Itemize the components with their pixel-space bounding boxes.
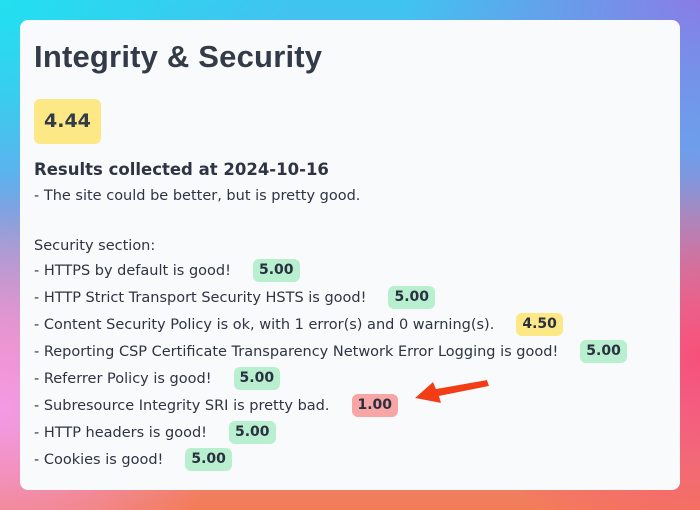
results-heading: Results collected at 2024-10-16 xyxy=(34,160,329,179)
result-item-hsts: - HTTP Strict Transport Security HSTS is… xyxy=(34,285,666,312)
card-title: Integrity & Security xyxy=(34,39,323,74)
score-badge: 5.00 xyxy=(228,420,276,444)
result-item-referrer: - Referrer Policy is good! 5.00 xyxy=(34,366,666,393)
result-item-text: - Cookies is good! xyxy=(34,452,164,468)
score-badge: 4.50 xyxy=(516,312,563,336)
result-item-text: - Referrer Policy is good! xyxy=(34,371,212,387)
score-badge: 5.00 xyxy=(233,366,281,390)
score-badge: 5.00 xyxy=(252,258,300,282)
result-item-cookies: - Cookies is good! 5.00 xyxy=(34,447,666,474)
result-item-https: - HTTPS by default is good! 5.00 xyxy=(34,258,666,285)
integrity-security-card: Integrity & Security 4.44 Results collec… xyxy=(20,20,680,490)
result-item-http-headers: - HTTP headers is good! 5.00 xyxy=(34,420,666,447)
result-item-reporting: - Reporting CSP Certificate Transparency… xyxy=(34,339,666,366)
result-item-sri: - Subresource Integrity SRI is pretty ba… xyxy=(34,393,666,420)
result-item-text: - HTTPS by default is good! xyxy=(34,263,231,279)
score-badge: 5.00 xyxy=(388,285,435,309)
score-badge: 1.00 xyxy=(351,393,399,417)
summary-text: - The site could be better, but is prett… xyxy=(34,188,361,204)
result-item-text: - Subresource Integrity SRI is pretty ba… xyxy=(34,398,330,414)
result-item-text: - HTTP headers is good! xyxy=(34,425,207,441)
result-item-text: - HTTP Strict Transport Security HSTS is… xyxy=(34,290,367,306)
spacer xyxy=(34,210,666,234)
section-label: Security section: xyxy=(34,238,156,254)
score-badge: 5.00 xyxy=(185,447,232,471)
result-item-text: - Content Security Policy is ok, with 1 … xyxy=(34,317,495,333)
arrow-left-icon xyxy=(415,380,489,403)
overall-score-badge: 4.44 xyxy=(34,99,101,144)
result-item-csp: - Content Security Policy is ok, with 1 … xyxy=(34,312,666,339)
result-item-text: - Reporting CSP Certificate Transparency… xyxy=(34,344,559,360)
score-badge: 5.00 xyxy=(580,339,627,363)
